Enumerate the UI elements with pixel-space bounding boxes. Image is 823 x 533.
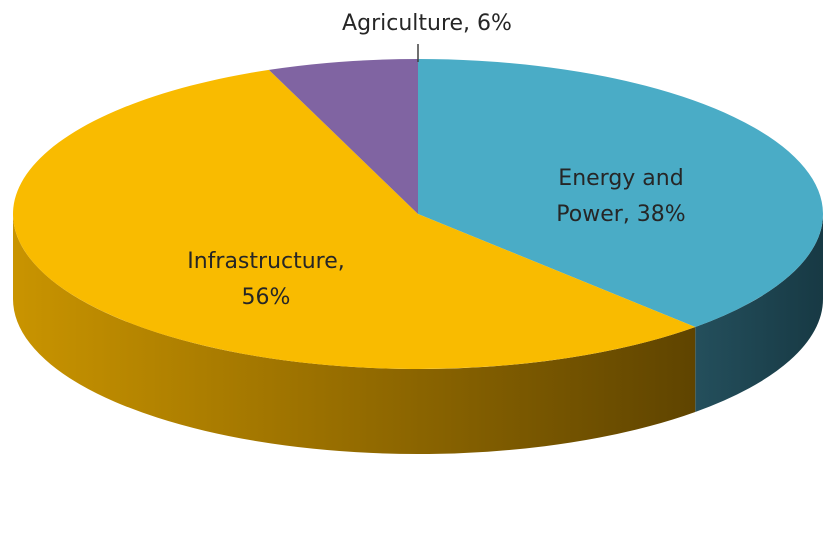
slice-agriculture xyxy=(268,59,418,214)
label-agriculture-line1: Agriculture, 6% xyxy=(342,11,512,36)
slice-infrastructure xyxy=(13,69,696,369)
label-infrastructure-line2: 56% xyxy=(241,285,291,310)
slice-side-energy xyxy=(695,214,823,412)
label-infrastructure-line1: Infrastructure, xyxy=(187,249,345,274)
pie-tops xyxy=(13,59,823,369)
slice-side-infrastructure xyxy=(13,214,696,455)
label-energy-line2: Power, 38% xyxy=(556,202,686,227)
slice-energy xyxy=(418,59,823,327)
label-energy-line1: Energy and xyxy=(558,166,684,191)
label-agriculture: Agriculture, 6% xyxy=(342,6,512,42)
label-energy: Energy and Power, 38% xyxy=(556,161,685,233)
pie-sides xyxy=(13,214,823,455)
label-infrastructure: Infrastructure, 56% xyxy=(187,244,345,316)
